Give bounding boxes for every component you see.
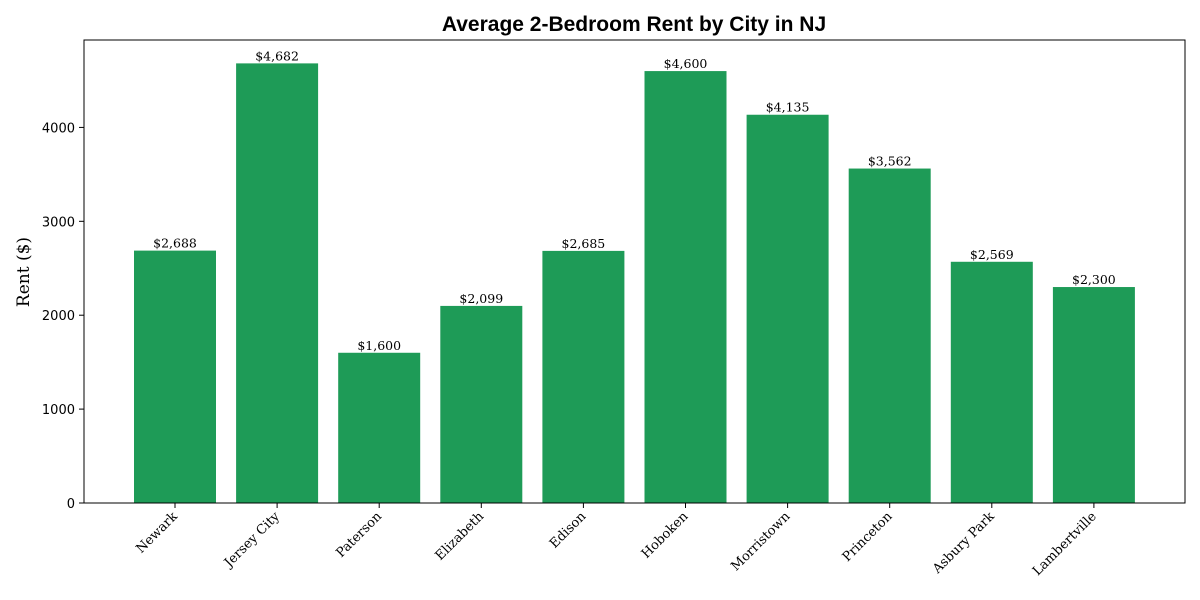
- x-tick-label: Jersey City: [220, 509, 283, 572]
- y-tick-label: 3000: [42, 215, 75, 230]
- bar-asbury-park: [950, 261, 1033, 503]
- x-tick-label: Asbury Park: [929, 509, 997, 577]
- data-label: $4,135: [766, 100, 810, 115]
- data-label: $4,682: [255, 48, 299, 63]
- x-tick-label: Newark: [133, 509, 180, 556]
- data-label: $2,300: [1072, 272, 1116, 287]
- data-label: $1,600: [357, 338, 401, 353]
- x-tick-label: Morristown: [728, 509, 793, 574]
- bar-edison: [542, 250, 625, 503]
- data-label: $2,688: [153, 236, 197, 251]
- plot-frame: [83, 39, 1186, 504]
- y-tick-label: 0: [67, 497, 75, 512]
- bar-princeton: [848, 168, 931, 503]
- y-tick-label: 1000: [42, 403, 75, 418]
- y-tick-label: 2000: [42, 309, 75, 324]
- x-tick-label: Hoboken: [639, 509, 692, 562]
- bars-group: $2,688 $4,682 $1,600 $2,099 $2,685 $4,600 $4,1…: [134, 48, 1135, 504]
- data-label: $4,600: [664, 56, 708, 71]
- x-tick-label: Elizabeth: [433, 509, 488, 564]
- bar-morristown: [746, 114, 829, 503]
- bar-hoboken: [644, 71, 727, 503]
- x-tick-label: Paterson: [333, 509, 385, 561]
- y-tick-label: 4000: [42, 121, 75, 136]
- bar-paterson: [338, 352, 421, 503]
- bar-newark: [134, 250, 216, 503]
- chart-title: Average 2-Bedroom Rent by City in NJ: [442, 13, 826, 36]
- x-tick-label: Lambertville: [1030, 509, 1100, 579]
- bar-lambertville: [1052, 287, 1135, 503]
- x-tick-label: Princeton: [840, 509, 896, 565]
- bar-jersey-city: [236, 63, 319, 504]
- data-label: $3,562: [868, 154, 912, 169]
- x-tick-label: Edison: [547, 509, 590, 552]
- bar-elizabeth: [440, 305, 523, 503]
- data-label: $2,685: [562, 236, 606, 251]
- data-label: $2,569: [970, 247, 1014, 262]
- y-axis-label: Rent ($): [14, 237, 34, 307]
- data-label: $2,099: [459, 291, 503, 306]
